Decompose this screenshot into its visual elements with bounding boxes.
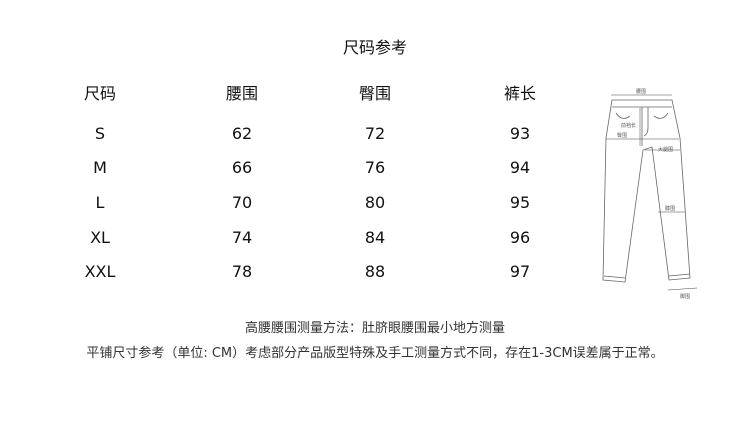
- knee-label: 膝围: [665, 205, 675, 212]
- table-cell: 78: [231, 262, 253, 281]
- table-cell: L: [95, 193, 105, 212]
- thigh-label: 大腿围: [658, 146, 673, 153]
- table-cell: 84: [364, 228, 386, 247]
- table-cell: 80: [364, 193, 386, 212]
- note-high-waist: 高腰腰围测量方法：肚脐眼腰围最小地方测量: [244, 321, 505, 336]
- table-cell: XL: [90, 228, 110, 247]
- column-header: 裤长: [503, 84, 536, 103]
- table-cell: 74: [231, 228, 253, 247]
- table-cell: 70: [231, 193, 253, 212]
- table-cell: 97: [509, 262, 531, 281]
- note-measurement: 平铺尺寸参考（单位: CM）考虑部分产品版型特殊及手工测量方式不同，存在1-3C…: [86, 346, 664, 361]
- front-rise-label: 前裆长: [621, 122, 636, 129]
- table-cell: 62: [231, 124, 253, 143]
- table-cell: 94: [509, 158, 531, 177]
- column-header: 尺码: [83, 84, 116, 103]
- hip-label: 臀围: [617, 133, 627, 139]
- table-cell: 95: [509, 193, 531, 212]
- table-cell: 72: [364, 124, 386, 143]
- table-cell: S: [94, 124, 106, 143]
- column-header: 臀围: [358, 84, 391, 103]
- waist-label: 腰围: [636, 89, 646, 95]
- column-header: 腰围: [225, 84, 258, 103]
- table-cell: 88: [364, 262, 386, 281]
- table-cell: M: [93, 158, 107, 177]
- pants-diagram: 腰围 前裆长 臀围 大腿围 膝围 脚围: [602, 89, 698, 300]
- table-cell: 66: [231, 158, 253, 177]
- table-cell: 76: [364, 158, 386, 177]
- page-title: 尺码参考: [342, 38, 407, 57]
- table-cell: XXL: [84, 262, 116, 281]
- pants-outline: [602, 99, 691, 283]
- table-cell: 93: [509, 124, 531, 143]
- hem-label: 脚围: [680, 293, 690, 300]
- table-cell: 96: [509, 228, 531, 247]
